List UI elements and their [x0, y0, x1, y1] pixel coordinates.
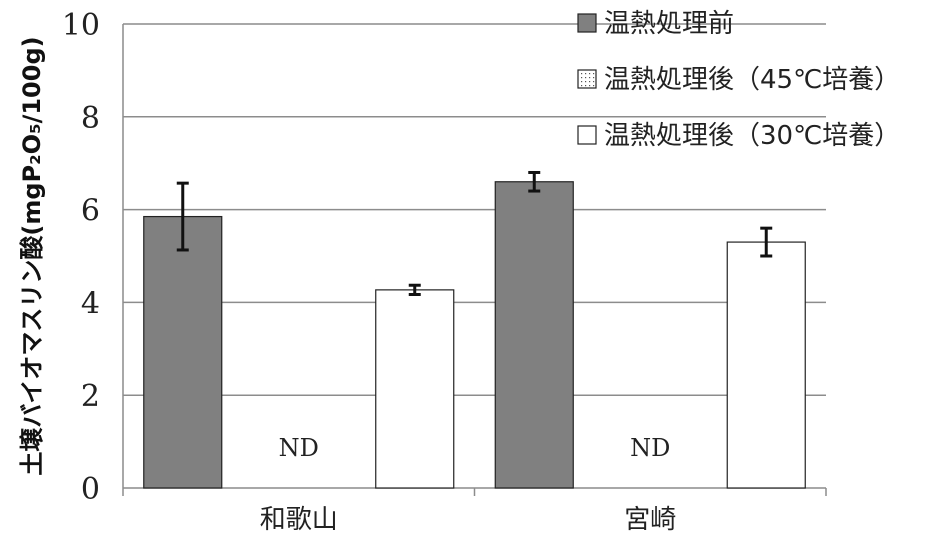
legend-swatch	[577, 13, 597, 33]
legend-swatch	[577, 125, 597, 145]
legend-swatch	[577, 69, 597, 89]
y-tick-label: 4	[81, 286, 100, 321]
x-category-label: 宮崎	[624, 505, 676, 535]
bar	[726, 241, 806, 489]
bar-value-label: ND	[279, 434, 319, 462]
x-category-labels: 和歌山 宮崎	[260, 505, 677, 535]
bar	[143, 215, 223, 489]
y-axis-label: 土壌バイオマスリン酸(mgP₂O₅/100g)	[18, 36, 46, 475]
y-tick-label: 10	[62, 8, 100, 43]
legend-entry: 温熱処理後（30℃培養）	[604, 121, 900, 151]
y-tick-label: 2	[81, 379, 100, 414]
legend-entry: 温熱処理前	[604, 9, 734, 39]
bar	[494, 181, 574, 489]
y-tick-label: 8	[81, 101, 100, 136]
y-tick-labels: 0 2 4 6 8 10	[62, 8, 100, 507]
y-tick-label: 0	[81, 472, 100, 507]
bar	[375, 289, 455, 489]
gridlines	[123, 23, 826, 396]
bar-value-label: ND	[630, 434, 670, 462]
axes	[122, 24, 827, 496]
legend-entry: 温熱処理後（45℃培養）	[604, 65, 900, 95]
y-tick-label: 6	[81, 194, 100, 229]
bars: ND ND	[143, 181, 806, 489]
x-category-label: 和歌山	[260, 505, 338, 535]
error-bars	[176, 170, 773, 297]
